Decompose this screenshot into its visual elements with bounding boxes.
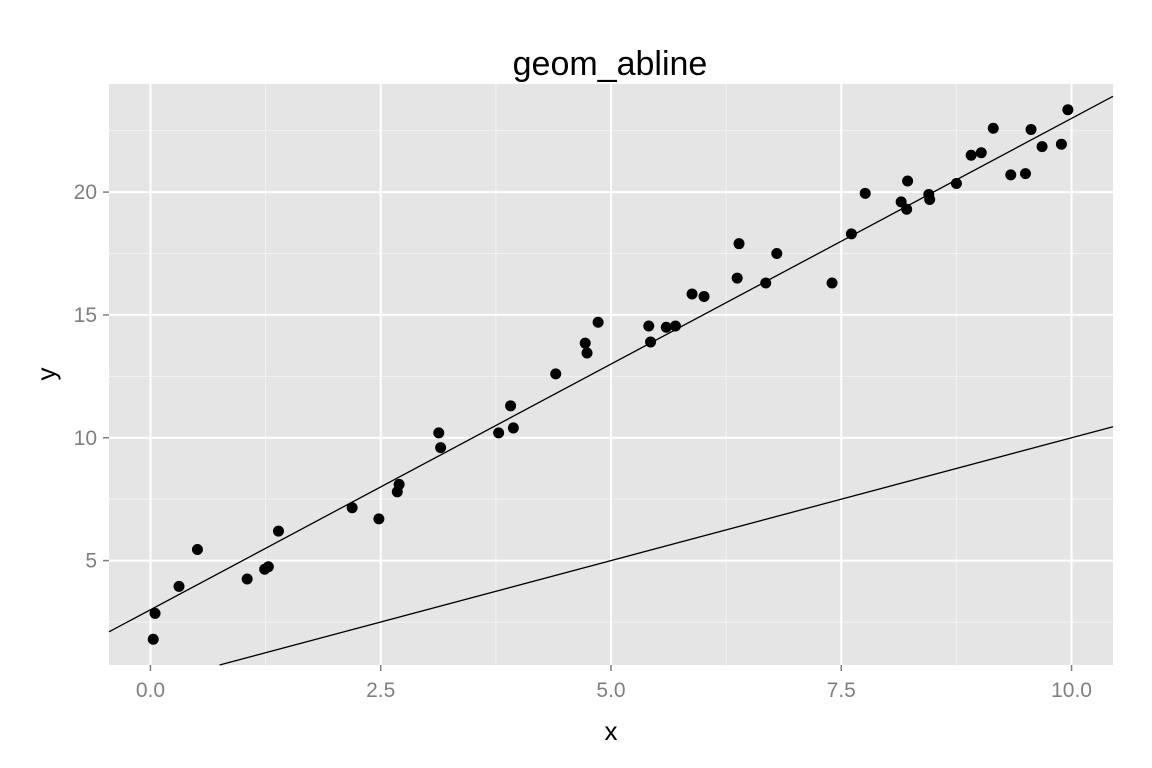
data-point: [669, 320, 681, 332]
data-point: [859, 187, 871, 199]
data-point: [581, 347, 593, 359]
data-point: [1036, 141, 1048, 153]
data-point: [373, 513, 385, 525]
data-point: [1025, 123, 1037, 135]
ablines: [108, 95, 1114, 666]
data-point: [845, 228, 857, 240]
data-point: [987, 122, 999, 134]
chart-title: geom_abline: [513, 45, 708, 83]
data-point: [579, 337, 591, 349]
x-tick-label: 0.0: [136, 679, 165, 702]
data-point: [147, 633, 159, 645]
data-point: [645, 336, 657, 348]
data-point: [760, 277, 772, 289]
data-point: [149, 607, 161, 619]
data-point: [826, 277, 838, 289]
data-point: [241, 573, 253, 585]
data-point: [965, 149, 977, 161]
data-point: [346, 502, 358, 514]
y-tick-label: 15: [74, 304, 97, 327]
data-point: [901, 203, 913, 215]
x-axis: 0.0 2.5 5.0 7.5 10.0: [136, 665, 1092, 702]
x-tick-label: 2.5: [366, 679, 395, 702]
data-point: [643, 320, 655, 332]
y-axis: 5 10 15 20: [74, 181, 109, 573]
data-point: [902, 175, 914, 187]
x-tick-label: 5.0: [596, 679, 625, 702]
data-point: [975, 147, 987, 159]
data-point: [433, 427, 445, 439]
data-point: [1055, 138, 1067, 150]
data-point: [173, 580, 185, 592]
data-point: [660, 321, 672, 333]
data-point: [1005, 169, 1017, 181]
data-point: [771, 248, 783, 260]
data-point: [698, 291, 710, 303]
data-point: [505, 400, 517, 412]
data-point: [686, 288, 698, 300]
data-point: [950, 177, 962, 189]
data-point: [731, 272, 743, 284]
data-point: [262, 561, 274, 573]
data-points: [147, 104, 1074, 645]
y-axis-title: y: [31, 368, 61, 381]
data-point: [592, 316, 604, 328]
data-point: [435, 442, 447, 454]
data-point: [493, 427, 505, 439]
data-point: [272, 525, 284, 537]
data-point: [1062, 104, 1074, 116]
data-point: [507, 422, 519, 434]
x-axis-title: x: [605, 716, 618, 746]
abline-2: [219, 426, 1114, 666]
data-point: [1019, 168, 1031, 180]
y-tick-label: 5: [85, 550, 97, 573]
x-tick-label: 10.0: [1051, 679, 1092, 702]
data-point: [733, 238, 745, 250]
y-tick-label: 10: [74, 427, 97, 450]
data-point: [191, 544, 203, 556]
y-tick-label: 20: [74, 181, 97, 204]
abline-1: [108, 95, 1114, 633]
x-tick-label: 7.5: [827, 679, 856, 702]
data-point: [393, 478, 405, 490]
data-point: [924, 193, 936, 205]
data-point: [550, 368, 562, 380]
